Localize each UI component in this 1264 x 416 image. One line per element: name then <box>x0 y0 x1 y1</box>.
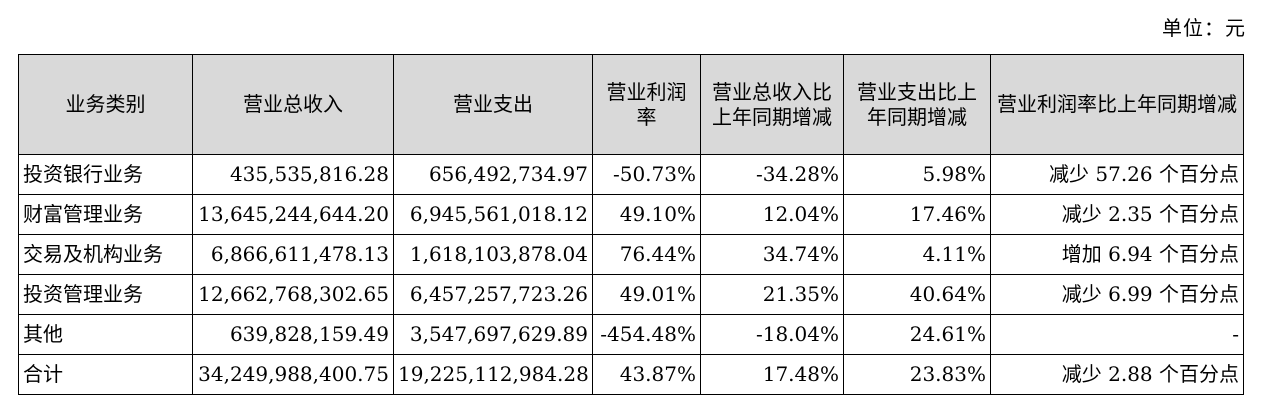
cell-margin-change: 减少 2.88 个百分点 <box>990 354 1244 395</box>
cell-margin-change: 减少 6.99 个百分点 <box>990 274 1244 315</box>
cell-revenue: 639,828,159.49 <box>192 314 394 355</box>
cell-expenses: 656,492,734.97 <box>393 154 593 195</box>
cell-expenses-change: 23.83% <box>843 354 991 395</box>
cell-margin: 43.87% <box>592 354 701 395</box>
header-margin-yoy-change: 营业利润率比上年同期增减 <box>990 54 1244 155</box>
cell-category: 投资银行业务 <box>18 154 193 195</box>
cell-revenue-change: -18.04% <box>700 314 844 355</box>
cell-expenses-change: 40.64% <box>843 274 991 315</box>
header-total-revenue: 营业总收入 <box>192 54 394 155</box>
cell-expenses: 19,225,112,984.28 <box>393 354 593 395</box>
cell-expenses: 6,457,257,723.26 <box>393 274 593 315</box>
cell-category: 交易及机构业务 <box>18 234 193 275</box>
table-row: 投资银行业务 435,535,816.28 656,492,734.97 -50… <box>18 154 1244 195</box>
cell-expenses: 6,945,561,018.12 <box>393 194 593 235</box>
cell-revenue: 12,662,768,302.65 <box>192 274 394 315</box>
cell-revenue: 13,645,244,644.20 <box>192 194 394 235</box>
cell-margin: 49.10% <box>592 194 701 235</box>
cell-expenses-change: 4.11% <box>843 234 991 275</box>
cell-category: 投资管理业务 <box>18 274 193 315</box>
cell-expenses-change: 17.46% <box>843 194 991 235</box>
table-row: 财富管理业务 13,645,244,644.20 6,945,561,018.1… <box>18 194 1244 235</box>
cell-revenue: 6,866,611,478.13 <box>192 234 394 275</box>
cell-category: 财富管理业务 <box>18 194 193 235</box>
cell-margin: -454.48% <box>592 314 701 355</box>
cell-revenue: 435,535,816.28 <box>192 154 394 195</box>
cell-expenses-change: 24.61% <box>843 314 991 355</box>
unit-label: 单位：元 <box>1162 16 1246 40</box>
cell-category: 其他 <box>18 314 193 355</box>
cell-margin-change: 增加 6.94 个百分点 <box>990 234 1244 275</box>
table-row: 交易及机构业务 6,866,611,478.13 1,618,103,878.0… <box>18 234 1244 275</box>
table-header-row: 业务类别 营业总收入 营业支出 营业利润率 营业总收入比上年同期增减 营业支出比… <box>18 54 1244 155</box>
header-operating-expenses: 营业支出 <box>393 54 593 155</box>
table-row-total: 合计 34,249,988,400.75 19,225,112,984.28 4… <box>18 354 1244 395</box>
cell-margin-change: 减少 57.26 个百分点 <box>990 154 1244 195</box>
header-operating-margin: 营业利润率 <box>592 54 701 155</box>
cell-margin: 76.44% <box>592 234 701 275</box>
header-expenses-yoy-change: 营业支出比上年同期增减 <box>843 54 991 155</box>
header-business-category: 业务类别 <box>18 54 193 155</box>
cell-revenue-change: -34.28% <box>700 154 844 195</box>
cell-margin-change: - <box>990 314 1244 355</box>
cell-expenses: 1,618,103,878.04 <box>393 234 593 275</box>
business-segment-table: 业务类别 营业总收入 营业支出 营业利润率 营业总收入比上年同期增减 营业支出比… <box>18 54 1244 395</box>
cell-expenses-change: 5.98% <box>843 154 991 195</box>
table-row: 其他 639,828,159.49 3,547,697,629.89 -454.… <box>18 314 1244 355</box>
cell-revenue: 34,249,988,400.75 <box>192 354 394 395</box>
cell-revenue-change: 34.74% <box>700 234 844 275</box>
cell-category: 合计 <box>18 354 193 395</box>
table-row: 投资管理业务 12,662,768,302.65 6,457,257,723.2… <box>18 274 1244 315</box>
cell-revenue-change: 17.48% <box>700 354 844 395</box>
cell-revenue-change: 21.35% <box>700 274 844 315</box>
cell-margin-change: 减少 2.35 个百分点 <box>990 194 1244 235</box>
cell-revenue-change: 12.04% <box>700 194 844 235</box>
cell-margin: -50.73% <box>592 154 701 195</box>
cell-expenses: 3,547,697,629.89 <box>393 314 593 355</box>
cell-margin: 49.01% <box>592 274 701 315</box>
header-revenue-yoy-change: 营业总收入比上年同期增减 <box>700 54 844 155</box>
